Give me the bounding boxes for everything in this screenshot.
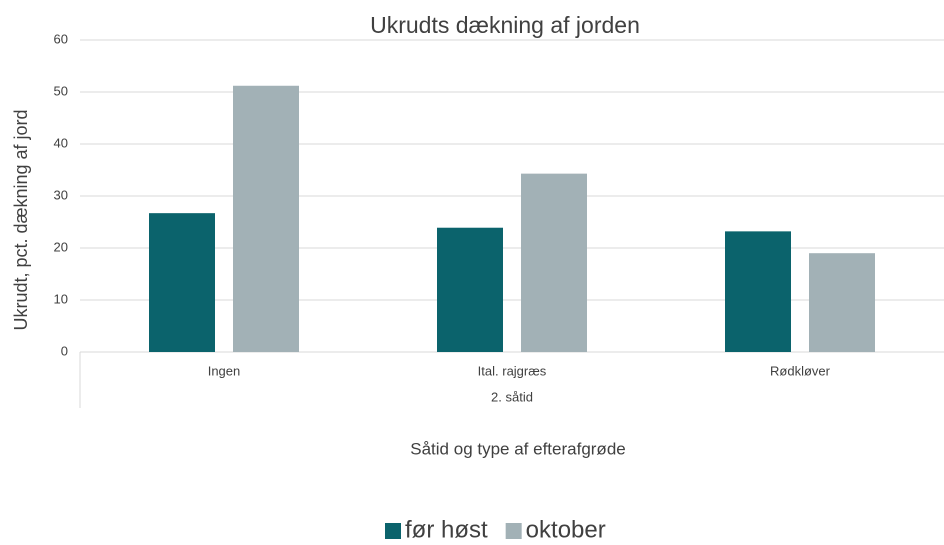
legend-label: før høst	[405, 516, 488, 543]
bar	[233, 85, 299, 352]
legend-label: oktober	[526, 516, 606, 543]
x-tick-label: Ital. rajgræs	[478, 363, 547, 378]
group-label: 2. såtid	[491, 389, 533, 404]
bar	[725, 231, 791, 352]
y-axis-label: Ukrudt, pct. dækning af jord	[11, 109, 31, 330]
y-tick-label: 30	[54, 187, 68, 202]
x-tick-label: Rødkløver	[770, 363, 831, 378]
bar	[521, 173, 587, 352]
legend-swatch	[385, 523, 401, 539]
legend-swatch	[505, 523, 522, 539]
y-tick-label: 10	[54, 291, 68, 306]
chart-title: Ukrudts dækning af jorden	[370, 12, 640, 38]
y-tick-label: 0	[61, 343, 68, 358]
x-axis-label: Såtid og type af efterafgrøde	[410, 439, 625, 458]
bar	[149, 213, 215, 352]
bar	[809, 253, 875, 352]
y-tick-label: 20	[54, 239, 68, 254]
x-tick-label: Ingen	[208, 363, 241, 378]
bar	[437, 227, 503, 352]
y-tick-label: 50	[54, 83, 68, 98]
y-tick-label: 60	[54, 31, 68, 46]
y-tick-label: 40	[54, 135, 68, 150]
